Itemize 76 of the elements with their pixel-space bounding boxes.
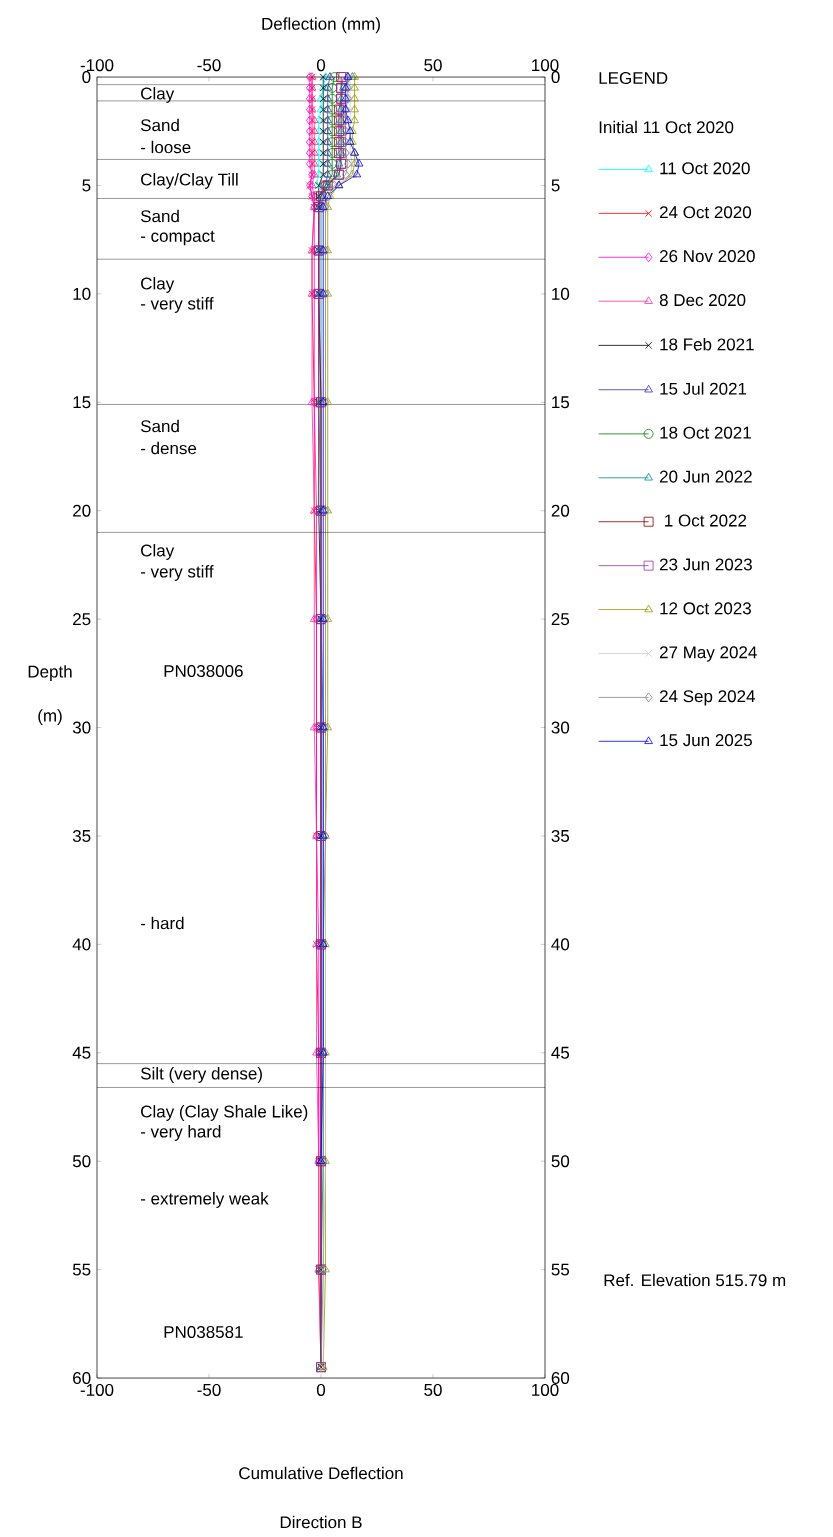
y2-tick-label: 60 — [551, 1372, 570, 1385]
y-tick-label: 10 — [73, 287, 91, 300]
y2-tick-label: 45 — [551, 1046, 570, 1059]
y2-tick-label: 40 — [551, 938, 570, 951]
y-tick-label: 15 — [73, 396, 91, 409]
y-tick-label: 30 — [72, 721, 91, 734]
x2-tick-label: 0 — [316, 1383, 326, 1396]
annotation: Sand — [140, 118, 179, 132]
annotation: Clay — [141, 277, 175, 293]
legend-label: 24 Sep 2024 — [659, 690, 755, 706]
text: Depth (m) — [28, 665, 72, 725]
annotation: - loose — [140, 140, 191, 154]
x2-tick-label: -50 — [197, 1383, 221, 1396]
legend-label: 12 Oct 2023 — [660, 602, 751, 615]
x-tick-label: -50 — [197, 59, 221, 72]
legend-label: 15 Jul 2021 — [660, 382, 747, 395]
annotation: Silt (very dense) — [140, 1067, 262, 1083]
legend-label: 8 Dec 2020 — [659, 294, 746, 307]
y2-tick-label: 25 — [551, 613, 570, 626]
y-tick-label: 40 — [72, 938, 91, 951]
text: Cumulative Deflection — [239, 1466, 403, 1480]
annotation: Sand — [140, 209, 179, 223]
y2-tick-label: 10 — [552, 287, 570, 300]
legend-title: LEGEND — [599, 71, 668, 85]
y2-tick-label: 15 — [552, 396, 570, 409]
legend-label: 20 Jun 2022 — [659, 470, 752, 483]
y-tick-label: 35 — [72, 829, 91, 842]
y2-tick-label: 35 — [551, 829, 570, 842]
annotation: Sand — [140, 419, 179, 433]
x-tick-label: -100 — [80, 59, 114, 72]
x2-tick-label: 50 — [424, 1383, 442, 1396]
x2-axis-title: Deflection (mm) — [262, 17, 380, 34]
annotation: Clay — [141, 87, 175, 103]
annotation: - hard — [140, 916, 184, 930]
annotation: - very hard — [140, 1125, 221, 1141]
y-tick-label: 60 — [73, 1372, 91, 1385]
legend-label: 1 Oct 2022 — [665, 514, 747, 527]
y-tick-label: 0 — [82, 71, 91, 84]
y2-tick-label: 0 — [551, 71, 560, 84]
y-tick-label: 20 — [73, 504, 91, 517]
annotation: Clay/Clay Till — [141, 173, 238, 189]
y-tick-label: 50 — [72, 1155, 91, 1168]
y2-tick-label: 55 — [551, 1263, 570, 1276]
annotation: Clay (Clay Shale Like) — [141, 1105, 308, 1121]
annotation: PN038581 — [164, 1326, 243, 1339]
annotation: PN038006 — [164, 664, 243, 678]
x2-tick-label: 100 — [532, 1383, 559, 1396]
legend-label: 24 Oct 2020 — [659, 206, 752, 219]
x-tick-label: 100 — [532, 59, 559, 72]
legend-label: 15 Jun 2025 — [660, 734, 752, 747]
y-tick-label: 25 — [73, 613, 91, 626]
text: Direction B — [280, 1515, 362, 1529]
annotation: - dense — [140, 441, 197, 455]
y2-tick-label: 30 — [551, 721, 570, 734]
annotation: - extremely weak — [140, 1192, 269, 1208]
annotation: Clay — [141, 544, 175, 560]
y2-tick-label: 5 — [551, 179, 560, 192]
y2-tick-label: 20 — [551, 504, 570, 517]
x-tick-label: 0 — [316, 59, 326, 72]
legend-label: 18 Oct 2021 — [660, 426, 751, 439]
annotation: - very stiff — [140, 565, 214, 581]
legend-label: 18 Feb 2021 — [660, 337, 754, 351]
text: Initial 11 Oct 2020 — [599, 120, 734, 134]
x-tick-label: 50 — [424, 59, 442, 72]
y-tick-label: 55 — [72, 1263, 91, 1276]
y-tick-label: 5 — [82, 179, 91, 192]
annotation: - very stiff — [140, 297, 214, 313]
legend-label: 23 Jun 2023 — [659, 558, 752, 571]
legend-label: 26 Nov 2020 — [659, 250, 755, 263]
y-tick-label: 45 — [72, 1046, 91, 1059]
text: Ref. Elevation 515.79 m — [604, 1273, 786, 1287]
x2-tick-label: -100 — [80, 1383, 114, 1396]
legend-label: 27 May 2024 — [659, 646, 757, 662]
legend-label: 11 Oct 2020 — [660, 162, 750, 175]
annotation: - compact — [140, 230, 215, 246]
y2-tick-label: 50 — [551, 1155, 570, 1168]
